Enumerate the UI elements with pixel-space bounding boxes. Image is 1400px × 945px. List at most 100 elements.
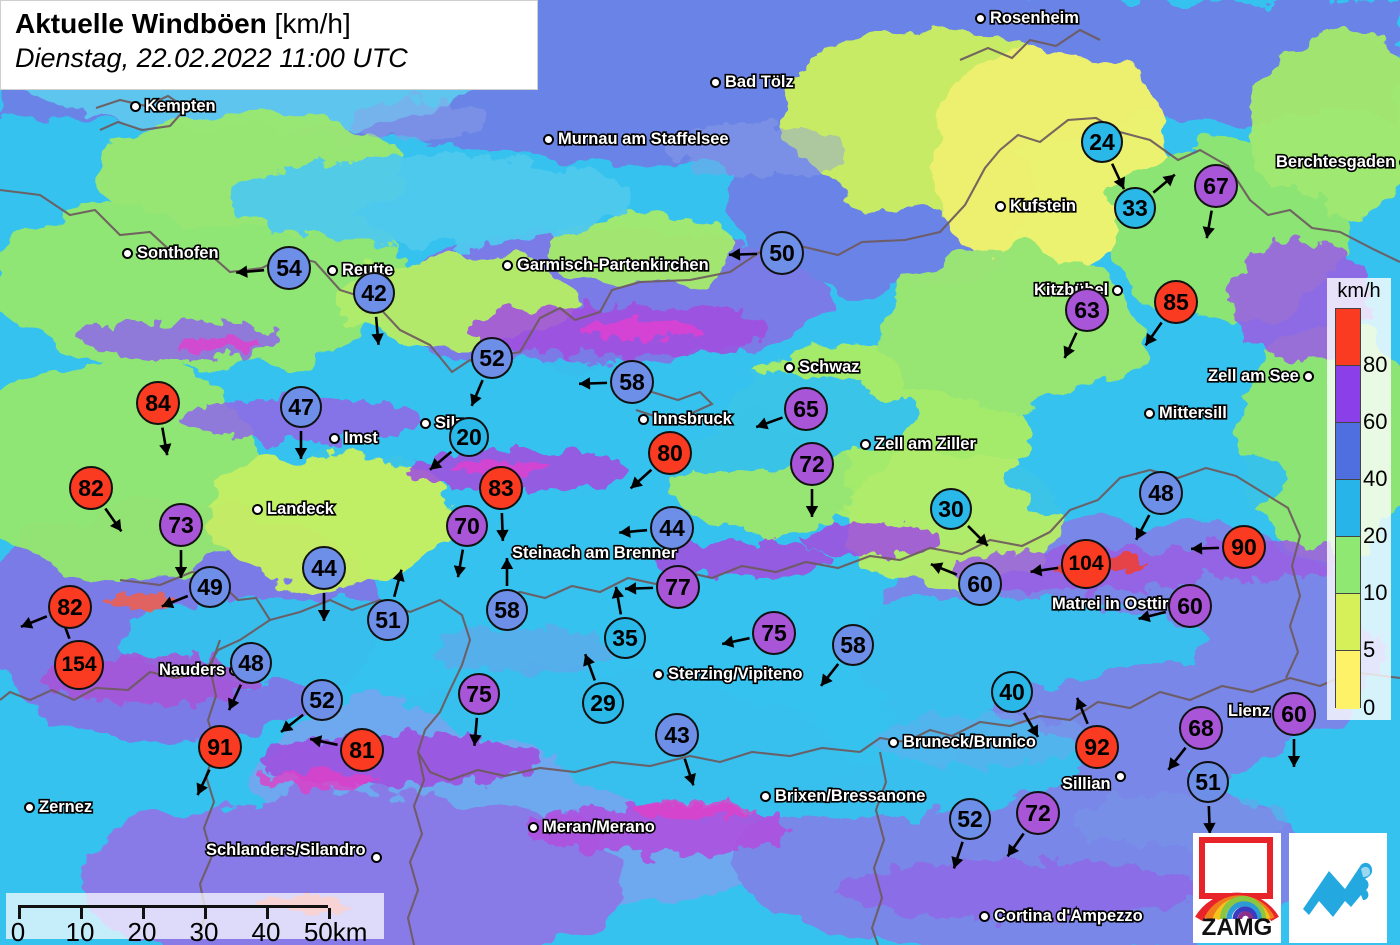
station-marker[interactable]: 91 [160, 687, 280, 807]
station-value[interactable]: 67 [1194, 164, 1238, 208]
station-value[interactable]: 51 [367, 599, 409, 641]
station-marker[interactable]: 50 [722, 193, 842, 313]
station-marker[interactable]: 84 [98, 343, 218, 463]
station-marker[interactable]: 73 [121, 465, 241, 585]
station-marker[interactable]: 43 [617, 675, 737, 795]
station-value[interactable]: 63 [1065, 288, 1109, 332]
station-marker[interactable]: 60 [1130, 546, 1250, 666]
station-marker[interactable]: 44 [264, 508, 384, 628]
station-value[interactable]: 44 [650, 506, 694, 550]
station-marker[interactable]: 81 [302, 690, 422, 810]
station-value[interactable]: 91 [198, 725, 242, 769]
station-marker[interactable]: 40 [952, 632, 1072, 752]
station-value[interactable]: 80 [648, 431, 692, 475]
station-marker[interactable]: 48 [1101, 433, 1221, 553]
station-value[interactable]: 54 [267, 246, 311, 290]
station-marker[interactable]: 104 [1026, 504, 1146, 624]
station-marker[interactable]: 35 [565, 578, 685, 698]
station-value[interactable]: 58 [832, 624, 874, 666]
station-value[interactable]: 20 [449, 417, 489, 457]
station-value[interactable]: 44 [302, 546, 346, 590]
station-value[interactable]: 154 [54, 640, 104, 690]
station-value[interactable]: 90 [1222, 525, 1266, 569]
station-value[interactable]: 52 [949, 798, 991, 840]
station-marker[interactable]: 72 [752, 404, 872, 524]
station-value[interactable]: 43 [655, 713, 699, 757]
station-marker[interactable]: 51 [328, 560, 448, 680]
station-value[interactable]: 77 [656, 565, 700, 609]
station-value[interactable]: 84 [136, 381, 180, 425]
station-value[interactable]: 52 [471, 337, 513, 379]
station-marker[interactable]: 82 [10, 547, 130, 667]
station-marker[interactable]: 51 [1148, 722, 1268, 842]
station-marker[interactable]: 77 [618, 527, 738, 647]
station-marker[interactable]: 54 [229, 208, 349, 328]
station-marker[interactable]: 92 [1037, 687, 1157, 807]
station-value[interactable]: 51 [1187, 761, 1229, 803]
station-value[interactable]: 83 [479, 466, 523, 510]
station-marker[interactable]: 30 [891, 449, 1011, 569]
station-marker[interactable]: 42 [314, 233, 434, 353]
station-marker[interactable]: 60 [1234, 654, 1354, 774]
station-marker[interactable]: 44 [612, 468, 732, 588]
station-marker[interactable]: 33 [1075, 148, 1195, 268]
station-marker[interactable]: 24 [1042, 82, 1162, 202]
station-value[interactable]: 75 [752, 611, 796, 655]
station-value[interactable]: 82 [48, 585, 92, 629]
station-marker[interactable]: 60 [920, 524, 1040, 644]
station-marker[interactable]: 48 [191, 603, 311, 723]
station-value[interactable]: 35 [604, 617, 646, 659]
station-marker[interactable]: 58 [447, 550, 567, 670]
station-marker[interactable]: 85 [1116, 242, 1236, 362]
station-marker[interactable]: 20 [409, 377, 529, 497]
station-marker[interactable]: 52 [910, 759, 1030, 879]
station-value[interactable]: 60 [1168, 584, 1212, 628]
station-value[interactable]: 49 [189, 566, 231, 608]
station-value[interactable]: 70 [446, 505, 488, 547]
station-value[interactable]: 85 [1154, 280, 1198, 324]
station-value[interactable]: 50 [760, 231, 804, 275]
station-marker[interactable]: 72 [978, 753, 1098, 873]
station-value[interactable]: 82 [69, 466, 113, 510]
station-marker[interactable]: 90 [1184, 487, 1304, 607]
station-marker[interactable]: 65 [746, 349, 866, 469]
station-value[interactable]: 73 [159, 503, 203, 547]
station-marker[interactable]: 70 [407, 466, 527, 586]
station-marker[interactable]: 154 [19, 605, 139, 725]
station-marker[interactable]: 75 [419, 634, 539, 754]
station-value[interactable]: 81 [340, 728, 384, 772]
station-value[interactable]: 24 [1081, 121, 1123, 163]
station-value[interactable]: 58 [486, 589, 528, 631]
station-value[interactable]: 65 [784, 387, 828, 431]
station-value[interactable]: 104 [1061, 539, 1111, 589]
station-marker[interactable]: 52 [262, 640, 382, 760]
station-value[interactable]: 29 [582, 682, 624, 724]
station-value[interactable]: 48 [230, 642, 272, 684]
station-value[interactable]: 92 [1075, 725, 1119, 769]
station-marker[interactable]: 83 [441, 428, 561, 548]
station-marker[interactable]: 58 [572, 322, 692, 442]
station-value[interactable]: 72 [1016, 791, 1060, 835]
station-marker[interactable]: 75 [714, 573, 834, 693]
station-value[interactable]: 48 [1139, 471, 1183, 515]
station-marker[interactable]: 49 [150, 527, 270, 647]
station-value[interactable]: 30 [930, 488, 972, 530]
station-value[interactable]: 72 [790, 442, 834, 486]
station-marker[interactable]: 68 [1141, 668, 1261, 788]
station-value[interactable]: 60 [1272, 692, 1316, 736]
station-marker[interactable]: 52 [432, 298, 552, 418]
station-marker[interactable]: 63 [1027, 250, 1147, 370]
station-marker[interactable]: 82 [31, 428, 151, 548]
station-value[interactable]: 68 [1179, 706, 1223, 750]
station-marker[interactable]: 29 [543, 643, 663, 763]
station-value[interactable]: 58 [610, 360, 654, 404]
station-value[interactable]: 47 [280, 386, 322, 428]
station-marker[interactable]: 58 [793, 585, 913, 705]
station-value[interactable]: 75 [458, 673, 500, 715]
station-value[interactable]: 52 [301, 679, 343, 721]
station-marker[interactable]: 47 [241, 347, 361, 467]
station-value[interactable]: 60 [958, 562, 1002, 606]
station-marker[interactable]: 80 [610, 393, 730, 513]
station-marker[interactable]: 67 [1156, 126, 1276, 246]
station-value[interactable]: 33 [1114, 187, 1156, 229]
